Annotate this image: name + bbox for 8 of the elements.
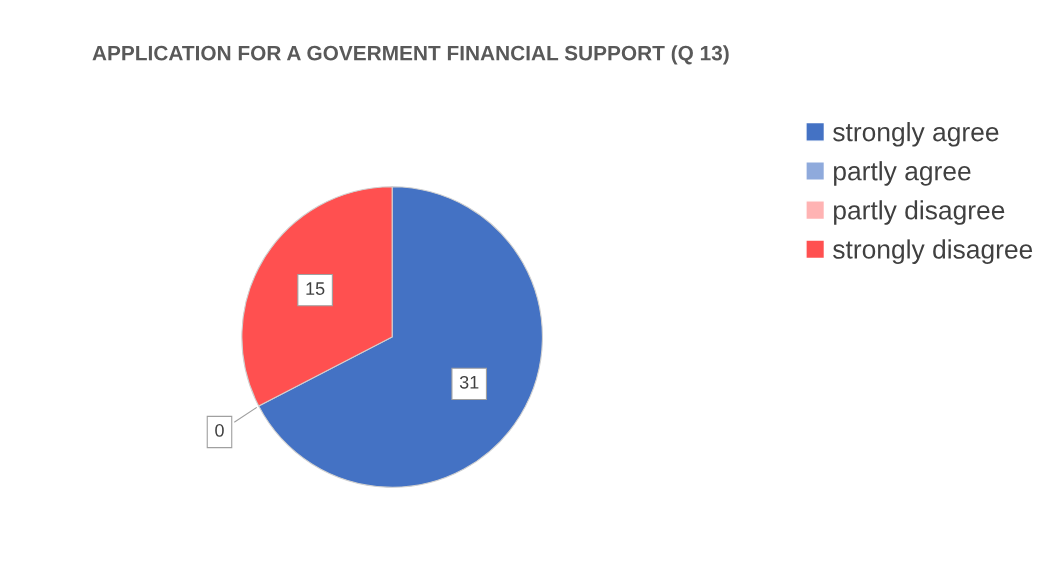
legend-label: partly disagree [834,200,1005,225]
legend-label: strongly agree [833,122,999,147]
data-label: 15 [306,282,325,295]
chart-title: APPLICATION FOR A GOVERMENT FINANCIAL SUPPORT (Q 13) [92,45,729,65]
legend-label: strongly disagree [833,239,1033,264]
legend-label: partly agree [834,161,971,186]
text: 0 [215,424,224,437]
data-label: 31 [459,375,479,389]
